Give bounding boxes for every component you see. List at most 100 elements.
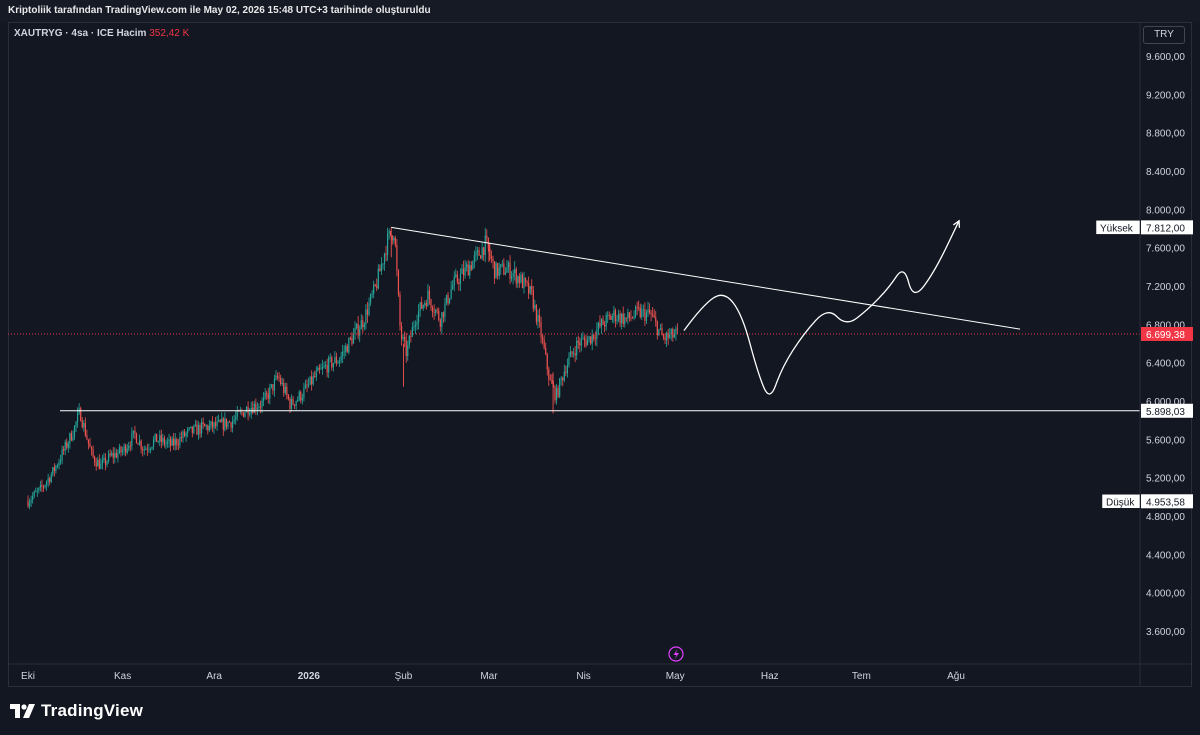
candle-body [408,336,410,346]
candle-body [373,284,375,294]
candle-body [394,237,396,246]
candle-body [518,276,520,283]
candle-body [179,436,181,445]
candle-body [656,321,658,336]
candle-body [269,387,271,399]
candle-body [280,378,282,385]
candle-body [391,235,393,241]
candle-body [376,285,378,289]
candle-body [303,388,305,398]
candle-body [28,502,31,507]
candle-body [515,269,517,284]
candle-body [480,255,482,259]
price-axis[interactable]: 9.600,00 9.200,00 8.800,00 8.400,00 8.000,00… [1139,22,1185,687]
projection-path [683,220,960,395]
candle-body [162,437,164,443]
candle-body [594,338,596,340]
candle-body [616,319,618,322]
y-tick-label: 5.600,00 [1146,435,1185,446]
candle-body [512,273,514,277]
candle-body [675,328,677,335]
candle-body [507,262,510,268]
candle-body [27,500,29,507]
time-axis[interactable]: Eki Kas Ara 2026 Şub Mar Nis May Haz Tem Ağu [8,663,1192,682]
candle-body [452,285,454,290]
candle-body [617,313,620,320]
candle-body [281,383,283,385]
candle-body [568,357,570,366]
candle-body [348,338,350,353]
currency-button[interactable]: TRY [1143,26,1185,44]
candle-body [83,423,85,428]
low-price-tag-bg [1141,494,1193,509]
chart-pane[interactable] [8,22,1192,687]
candle-body [230,422,232,428]
candle-body [270,384,272,388]
candle-body [436,309,438,311]
y-tick-label: 7.200,00 [1146,282,1185,293]
candle-body [351,338,353,344]
lightning-icon[interactable] [668,646,684,662]
lightning-icon-bolt [673,649,679,660]
candle-body [543,339,545,349]
tradingview-logo[interactable]: TradingView [10,701,143,721]
candle-body [64,442,66,451]
candle-body [236,410,238,417]
candle-body [438,310,440,320]
high-price-label: Yüksek [1100,223,1134,234]
candle-body [346,346,348,353]
candle-body [648,309,651,314]
y-tick-label: 5.200,00 [1146,474,1185,485]
candle-body [422,305,424,309]
candle-body [551,379,553,384]
candle-body [631,317,634,319]
candle-body [529,286,531,294]
candle-body [363,324,365,328]
candle-body [323,365,325,367]
candle-body [532,289,534,309]
candle-body [168,439,170,442]
candle-body [428,290,431,300]
candle-body [357,323,359,336]
candle-body [456,274,458,282]
candle-body [334,357,336,364]
candle-body [613,310,615,317]
candle-body [170,439,172,446]
y-tick-label: 4.800,00 [1146,512,1185,523]
candle-body [196,424,198,435]
candle-body [208,425,210,431]
candle-body [214,422,217,427]
candle-body [399,294,401,327]
candle-body [574,353,576,356]
candle-body [397,270,400,295]
candle-body [49,478,51,483]
candle-body [514,269,516,274]
y-tick-label: 4.000,00 [1146,589,1185,600]
candle-body [590,336,592,344]
candle-body [273,379,276,391]
candle-body [315,371,317,377]
candle-body [619,313,621,324]
symbol-legend[interactable]: XAUTRYG · 4sa · ICE Hacim 352,42 K [14,28,189,39]
candle-body [607,315,609,316]
candle-body [540,321,542,338]
candle-body [413,326,415,328]
candle-body [249,413,251,415]
candle-body [498,267,500,276]
candle-body [676,328,679,330]
candle-body [47,478,49,482]
candle-body [638,307,640,309]
y-tick-label: 4.400,00 [1146,550,1185,561]
candle-body [132,430,134,434]
candle-body [405,340,407,356]
x-tick-label: Nis [576,671,590,682]
candle-body [369,294,372,304]
candle-body [393,237,395,241]
low-price-tag: 4.953,58 [1146,497,1185,508]
candle-body [501,263,503,265]
candle-body [41,484,43,487]
candle-body [466,264,468,267]
x-tick-label: Haz [761,671,779,682]
candle-body [486,235,488,238]
